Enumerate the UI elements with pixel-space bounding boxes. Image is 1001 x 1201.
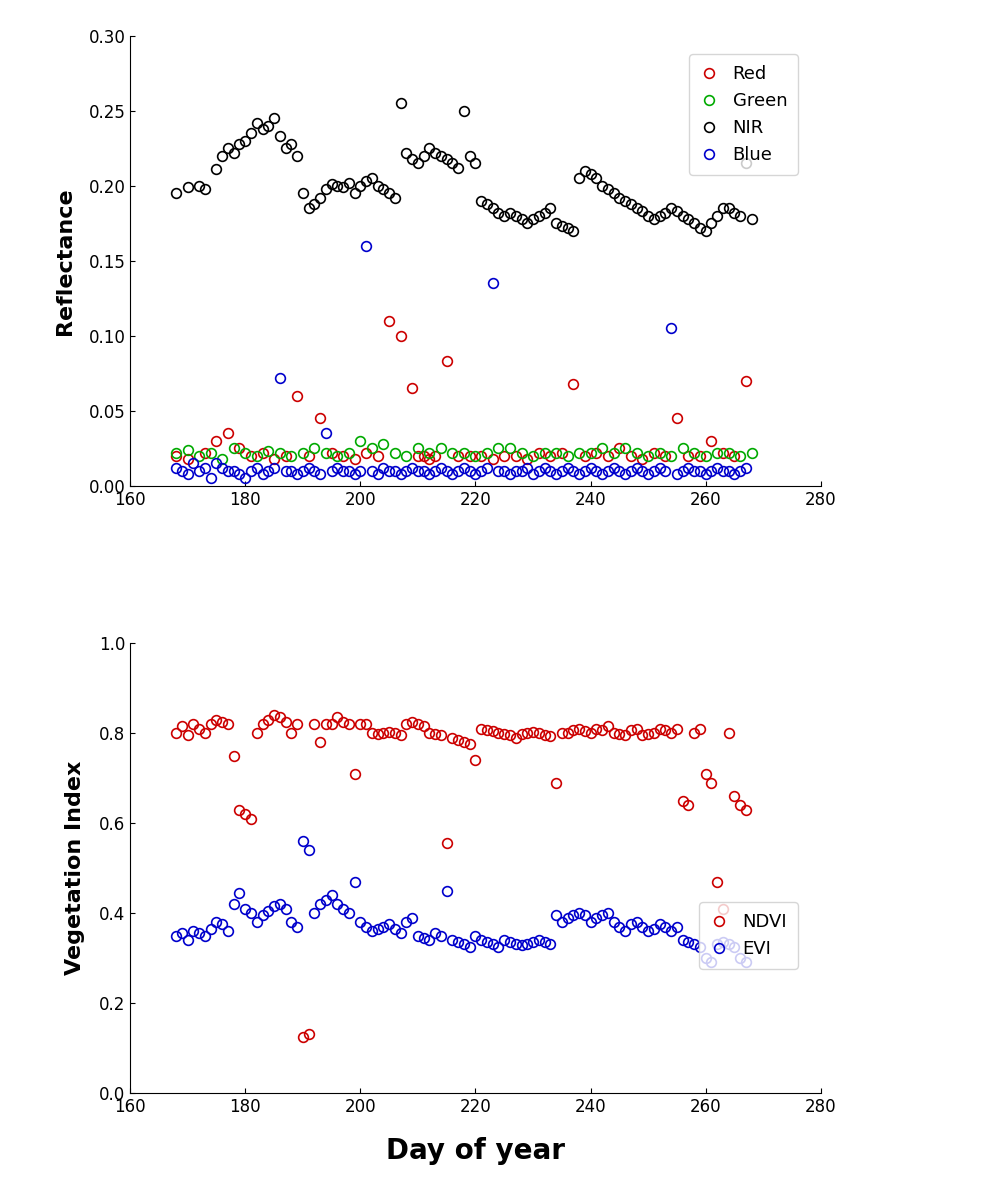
Red <box>556 446 568 460</box>
Line: Red: Red <box>171 316 751 464</box>
NDVI <box>706 776 718 790</box>
Blue <box>475 464 487 478</box>
NIR <box>545 202 557 216</box>
EVI <box>723 937 735 951</box>
NDVI <box>475 722 487 736</box>
EVI <box>706 955 718 969</box>
Red <box>383 313 395 328</box>
Blue <box>205 471 217 485</box>
NIR <box>222 142 234 156</box>
Red <box>533 446 545 460</box>
NDVI <box>723 725 735 740</box>
Blue <box>285 464 297 478</box>
Green <box>365 441 377 455</box>
NIR <box>746 211 758 226</box>
Y-axis label: Vegetation Index: Vegetation Index <box>65 761 85 975</box>
NIR <box>504 205 517 220</box>
Line: Blue: Blue <box>171 241 751 483</box>
Red <box>486 452 498 466</box>
EVI <box>740 955 752 969</box>
EVI <box>308 906 320 920</box>
Green <box>734 449 746 464</box>
Green <box>746 446 758 460</box>
Red <box>233 441 245 455</box>
NIR <box>394 96 406 110</box>
Green <box>573 446 585 460</box>
X-axis label: Day of year: Day of year <box>386 1136 565 1165</box>
Red <box>406 381 418 395</box>
EVI <box>279 901 291 915</box>
Legend: NDVI, EVI: NDVI, EVI <box>699 902 798 969</box>
Blue <box>308 464 320 478</box>
NDVI <box>170 725 182 740</box>
EVI <box>700 951 712 966</box>
EVI <box>469 928 481 943</box>
Green <box>377 437 389 452</box>
Red <box>170 449 182 464</box>
NDVI <box>285 725 297 740</box>
NDVI <box>268 707 280 722</box>
EVI <box>516 938 528 952</box>
Legend: Red, Green, NIR, Blue: Red, Green, NIR, Blue <box>689 54 798 175</box>
NIR <box>170 186 182 201</box>
Red <box>740 374 752 388</box>
Blue <box>723 464 735 478</box>
Blue <box>360 239 372 253</box>
Blue <box>706 464 718 478</box>
EVI <box>296 833 308 848</box>
Blue <box>522 460 534 474</box>
Blue <box>170 460 182 474</box>
Line: EVI: EVI <box>171 836 751 967</box>
Green <box>308 441 320 455</box>
Green <box>216 452 228 466</box>
Red <box>182 452 194 466</box>
Green <box>354 434 366 448</box>
Line: NDVI: NDVI <box>171 710 751 1041</box>
NDVI <box>314 735 326 749</box>
Blue <box>740 460 752 474</box>
EVI <box>170 928 182 943</box>
NIR <box>457 103 470 118</box>
NDVI <box>296 1029 308 1044</box>
NIR <box>625 197 637 211</box>
NDVI <box>522 725 534 740</box>
Line: Green: Green <box>171 436 757 464</box>
NIR <box>568 223 580 238</box>
NIR <box>233 137 245 151</box>
NDVI <box>740 802 752 817</box>
Green <box>170 446 182 460</box>
Y-axis label: Reflectance: Reflectance <box>54 187 74 335</box>
Green <box>608 446 620 460</box>
Red <box>452 449 464 464</box>
Line: NIR: NIR <box>171 98 757 235</box>
